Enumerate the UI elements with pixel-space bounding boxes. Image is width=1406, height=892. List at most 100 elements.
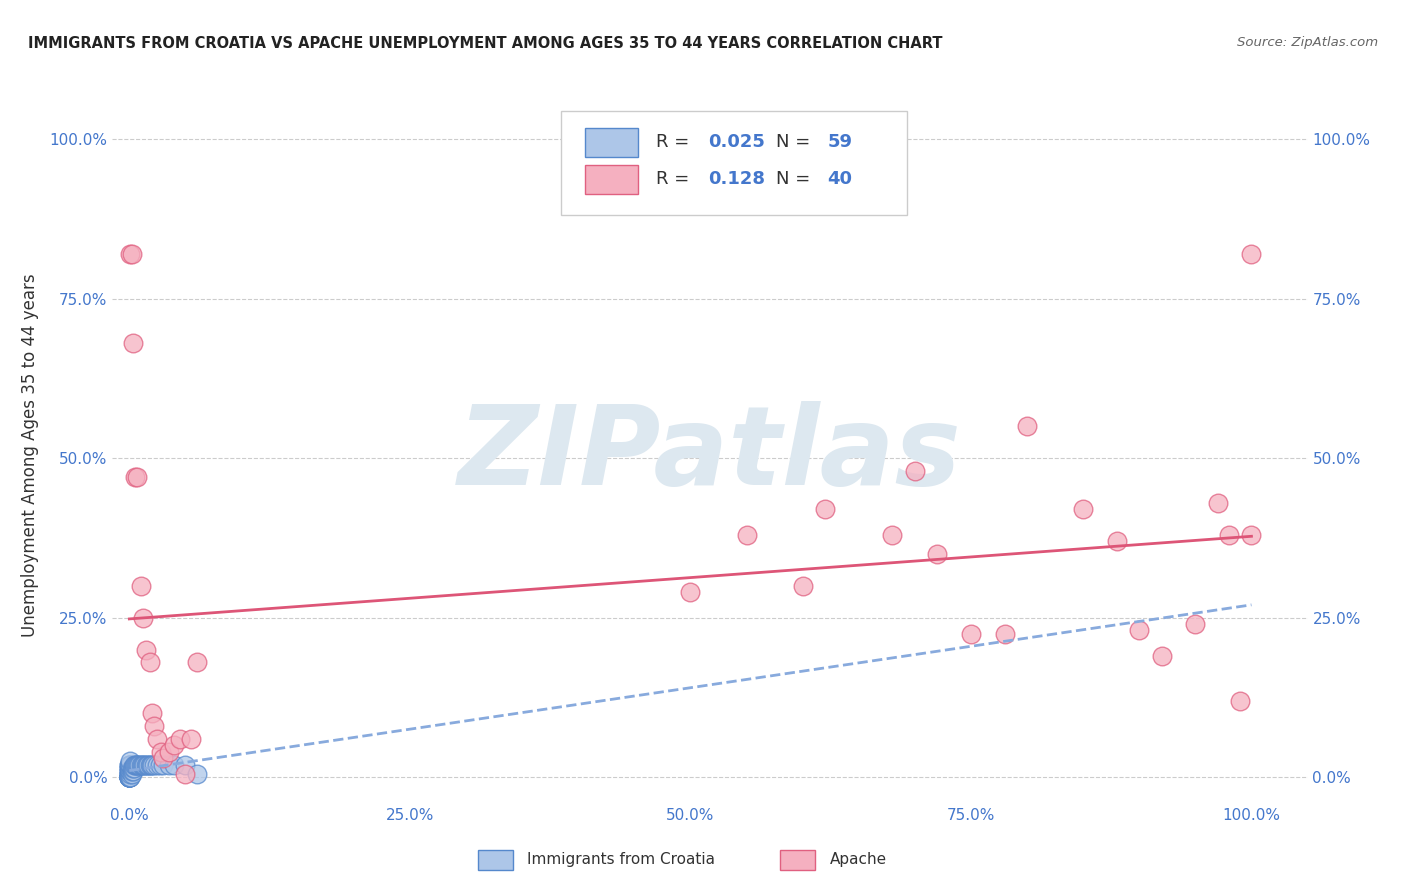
Point <box>186 767 208 781</box>
Point <box>146 731 169 746</box>
Point <box>132 757 155 772</box>
Point <box>157 757 180 772</box>
Point <box>120 770 142 784</box>
Point <box>1218 527 1240 541</box>
Point <box>138 656 160 670</box>
Point <box>735 527 758 541</box>
Point <box>141 706 163 721</box>
Point <box>163 739 186 753</box>
Point <box>118 767 141 781</box>
Point <box>1150 648 1173 663</box>
Point <box>118 764 141 778</box>
Point <box>143 757 166 772</box>
Point <box>1184 617 1206 632</box>
Point <box>118 770 141 784</box>
FancyBboxPatch shape <box>585 128 638 157</box>
Y-axis label: Unemployment Among Ages 35 to 44 years: Unemployment Among Ages 35 to 44 years <box>21 273 38 637</box>
Point <box>138 757 160 772</box>
Text: N =: N = <box>776 169 815 187</box>
Point <box>118 770 141 784</box>
Text: N =: N = <box>776 133 815 151</box>
Point <box>121 247 143 261</box>
Point <box>120 764 142 778</box>
Point <box>149 745 172 759</box>
Point <box>1071 502 1094 516</box>
Point <box>118 770 141 784</box>
Text: R =: R = <box>657 169 695 187</box>
Point <box>180 731 202 746</box>
Point <box>118 770 141 784</box>
Point <box>141 757 163 772</box>
Point <box>122 761 145 775</box>
Point <box>118 767 141 781</box>
Point <box>149 757 172 772</box>
Point <box>136 757 159 772</box>
Point <box>120 247 142 261</box>
Point <box>139 757 162 772</box>
Point <box>882 527 904 541</box>
Point <box>118 770 141 784</box>
Point <box>127 757 149 772</box>
Point <box>118 770 141 784</box>
Text: 40: 40 <box>827 169 852 187</box>
Point <box>129 579 152 593</box>
Point <box>1240 527 1263 541</box>
Point <box>118 770 141 784</box>
Point <box>152 757 174 772</box>
Point <box>121 336 143 351</box>
Point <box>129 757 152 772</box>
Point <box>1015 419 1038 434</box>
Point <box>120 761 142 775</box>
Point <box>127 470 149 484</box>
Point <box>904 464 927 478</box>
Point <box>118 761 141 775</box>
Point <box>169 731 191 746</box>
Text: 0.025: 0.025 <box>707 133 765 151</box>
Point <box>121 767 143 781</box>
Point <box>135 642 157 657</box>
Point <box>157 745 180 759</box>
FancyBboxPatch shape <box>561 111 907 215</box>
Point <box>792 579 814 593</box>
Point <box>127 757 149 772</box>
Point <box>118 764 141 778</box>
Point <box>679 585 702 599</box>
Point <box>118 761 141 775</box>
Point <box>121 761 143 775</box>
Point <box>118 770 141 784</box>
Point <box>132 757 155 772</box>
Point <box>1240 247 1263 261</box>
Point <box>128 757 150 772</box>
Point <box>118 767 141 781</box>
Point <box>118 757 141 772</box>
Point <box>120 754 142 768</box>
Text: 59: 59 <box>827 133 852 151</box>
Point <box>122 757 145 772</box>
Point <box>121 764 143 778</box>
Point <box>138 757 160 772</box>
Point <box>186 656 208 670</box>
Text: Source: ZipAtlas.com: Source: ZipAtlas.com <box>1237 36 1378 49</box>
Text: 0.128: 0.128 <box>707 169 765 187</box>
Point <box>120 767 142 781</box>
Point <box>994 626 1017 640</box>
Point <box>1206 496 1229 510</box>
Point <box>960 626 983 640</box>
Point <box>124 470 146 484</box>
Point <box>118 770 141 784</box>
Point <box>120 770 142 784</box>
Point <box>146 757 169 772</box>
Point <box>121 761 143 775</box>
Point <box>120 764 142 778</box>
Point <box>174 767 197 781</box>
FancyBboxPatch shape <box>585 165 638 194</box>
Point <box>174 757 197 772</box>
Text: Immigrants from Croatia: Immigrants from Croatia <box>527 853 716 867</box>
Point <box>131 757 153 772</box>
Point <box>132 610 155 624</box>
Text: IMMIGRANTS FROM CROATIA VS APACHE UNEMPLOYMENT AMONG AGES 35 TO 44 YEARS CORRELA: IMMIGRANTS FROM CROATIA VS APACHE UNEMPL… <box>28 36 942 51</box>
Point <box>118 770 141 784</box>
Point <box>118 770 141 784</box>
Point <box>1105 534 1128 549</box>
Point <box>120 757 142 772</box>
